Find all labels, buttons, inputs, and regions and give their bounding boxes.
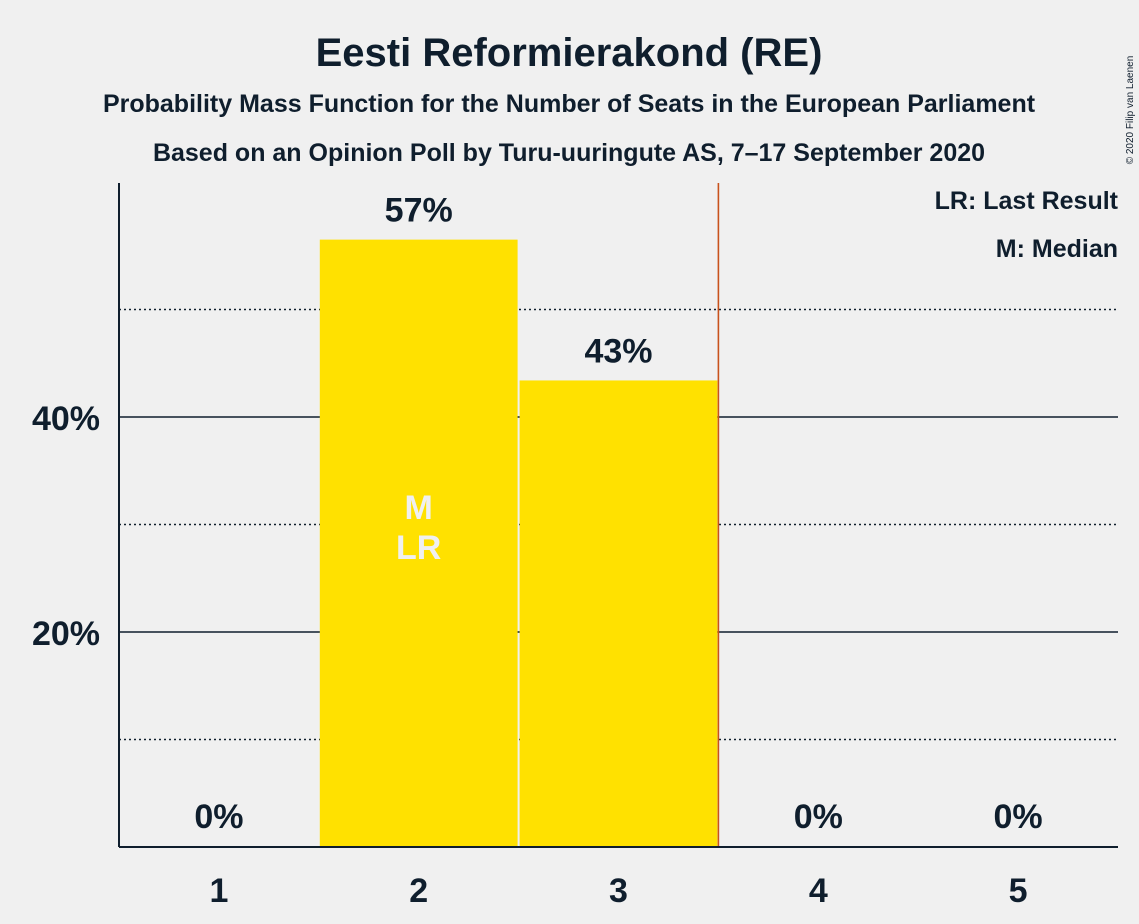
- x-tick-label-1: 1: [209, 872, 228, 910]
- bar-marker-m: M: [405, 489, 433, 527]
- x-tick-label-2: 2: [409, 872, 428, 910]
- x-tick-label-5: 5: [1009, 872, 1028, 910]
- x-tick-label-4: 4: [809, 872, 828, 910]
- value-label-2: 57%: [385, 192, 453, 230]
- chart-subtitle-2: Based on an Opinion Poll by Turu-uuringu…: [153, 139, 985, 167]
- legend-entry: LR: Last Result: [935, 187, 1119, 215]
- y-tick-label: 20%: [32, 615, 100, 653]
- bar-marker-lr: LR: [396, 529, 441, 567]
- x-tick-label-3: 3: [609, 872, 628, 910]
- value-label-3: 43%: [584, 332, 652, 370]
- legend-entry: M: Median: [996, 235, 1118, 263]
- chart-title: Eesti Reformierakond (RE): [316, 31, 823, 75]
- labels: 20% 40% 1 2 3 4 5 0% 57% 43% 0% 0% MLR: [32, 192, 1043, 910]
- bars: [319, 239, 718, 847]
- bar-2: [319, 239, 518, 847]
- value-label-5: 0%: [994, 798, 1043, 836]
- chart-subtitle-1: Probability Mass Function for the Number…: [103, 90, 1036, 118]
- axes: [118, 183, 1118, 848]
- value-label-4: 0%: [794, 798, 843, 836]
- copyright-note: © 2020 Filip van Laenen: [1125, 56, 1136, 165]
- bar-3: [519, 380, 718, 847]
- value-label-1: 0%: [194, 798, 243, 836]
- legend: LR: Last Result M: Median: [935, 187, 1119, 263]
- y-tick-label: 40%: [32, 400, 100, 438]
